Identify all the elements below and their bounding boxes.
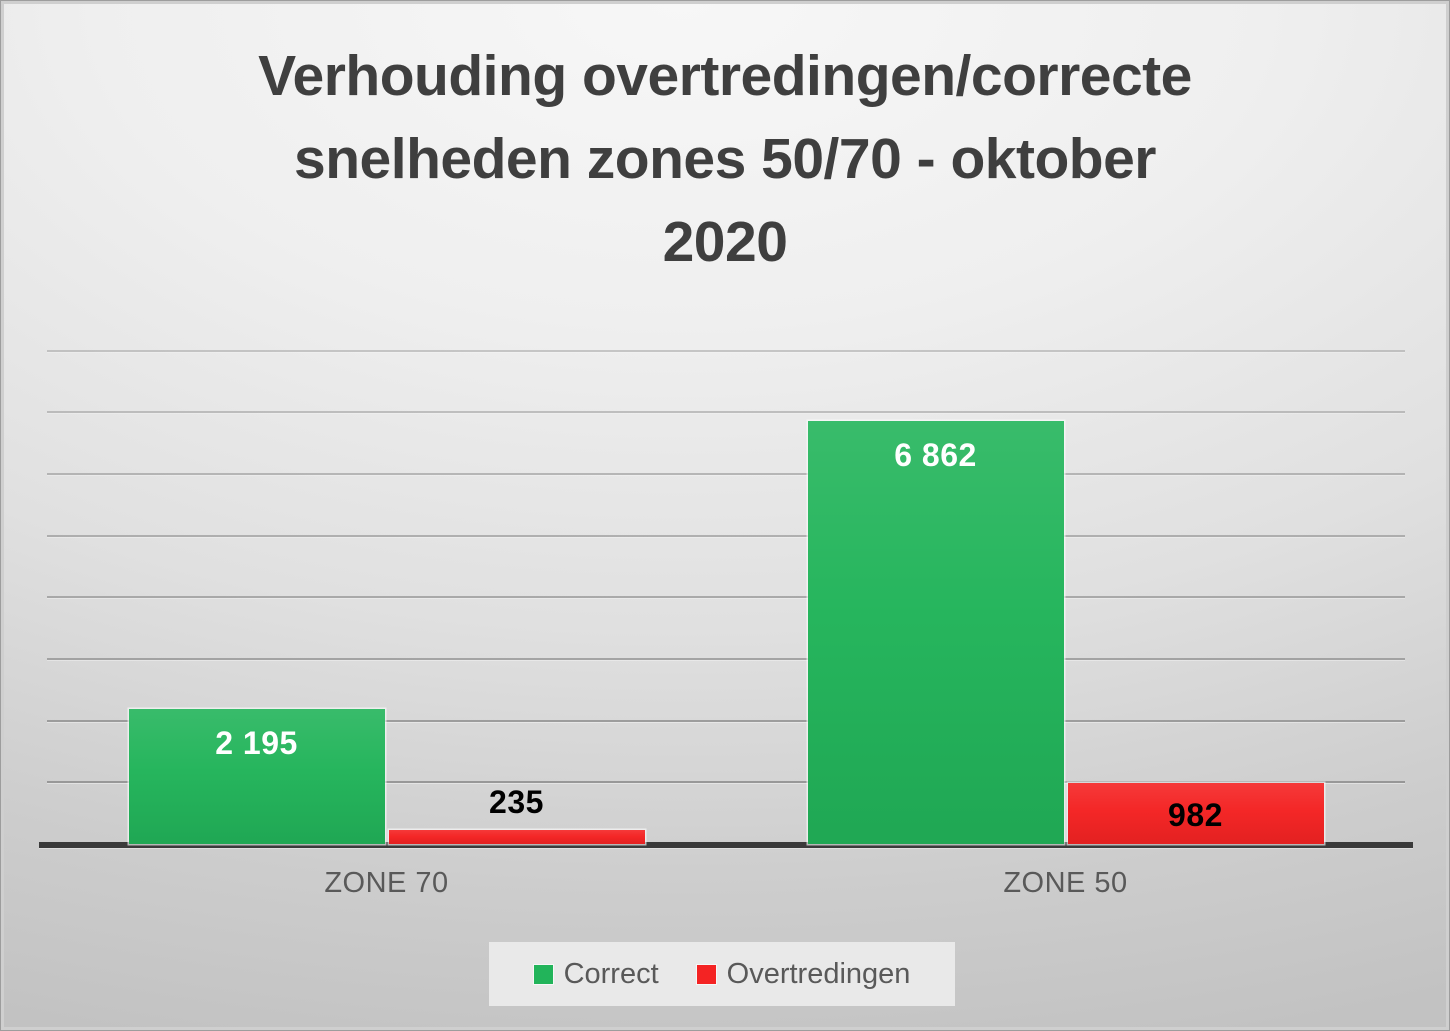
category-label-zone70: ZONE 70: [324, 867, 449, 899]
bar-shading: [807, 420, 1064, 844]
bar-correct-zone70: [128, 708, 385, 844]
gridline-5000: [47, 534, 1405, 537]
value-label-overtredingen-zone70: 235: [489, 783, 544, 820]
chart-title-line-1: Verhouding overtredingen/correcte: [258, 44, 1192, 108]
legend-label-overtredingen: Overtredingen: [726, 957, 911, 990]
gridline-4000: [47, 596, 1405, 599]
value-label-correct-zone70: 2 195: [215, 724, 298, 761]
legend: Correct Overtredingen: [489, 942, 955, 1006]
chart-title-line-2: snelheden zones 50/70 - oktober: [294, 127, 1156, 191]
legend-swatch-overtredingen-icon: [696, 964, 716, 984]
bar-overtredingen-zone70: [388, 829, 645, 844]
gridline-2000: [47, 719, 1405, 722]
category-label-zone50: ZONE 50: [1003, 867, 1128, 899]
bar-shading: [128, 708, 385, 844]
gridline-6000: [47, 472, 1405, 475]
bar-correct-zone50: [807, 420, 1064, 844]
value-label-overtredingen-zone50: 982: [1168, 796, 1223, 833]
chart-title: Verhouding overtredingen/correcte snelhe…: [1, 35, 1449, 284]
bar-shading: [388, 829, 645, 844]
bar-shading: [1067, 783, 1324, 844]
legend-label-correct: Correct: [563, 957, 659, 990]
gridline-7000: [47, 411, 1405, 414]
legend-item-overtredingen: Overtredingen: [696, 957, 911, 991]
value-label-correct-zone50: 6 862: [894, 436, 977, 473]
gridline-8000: [47, 349, 1405, 352]
x-axis-line: [39, 842, 1413, 848]
legend-item-correct: Correct: [533, 957, 659, 991]
chart-title-line-3: 2020: [662, 210, 788, 274]
gridline-1000: [47, 781, 1405, 784]
gridline-3000: [47, 657, 1405, 660]
legend-swatch-correct-icon: [533, 964, 553, 984]
bar-overtredingen-zone50: [1067, 783, 1324, 844]
